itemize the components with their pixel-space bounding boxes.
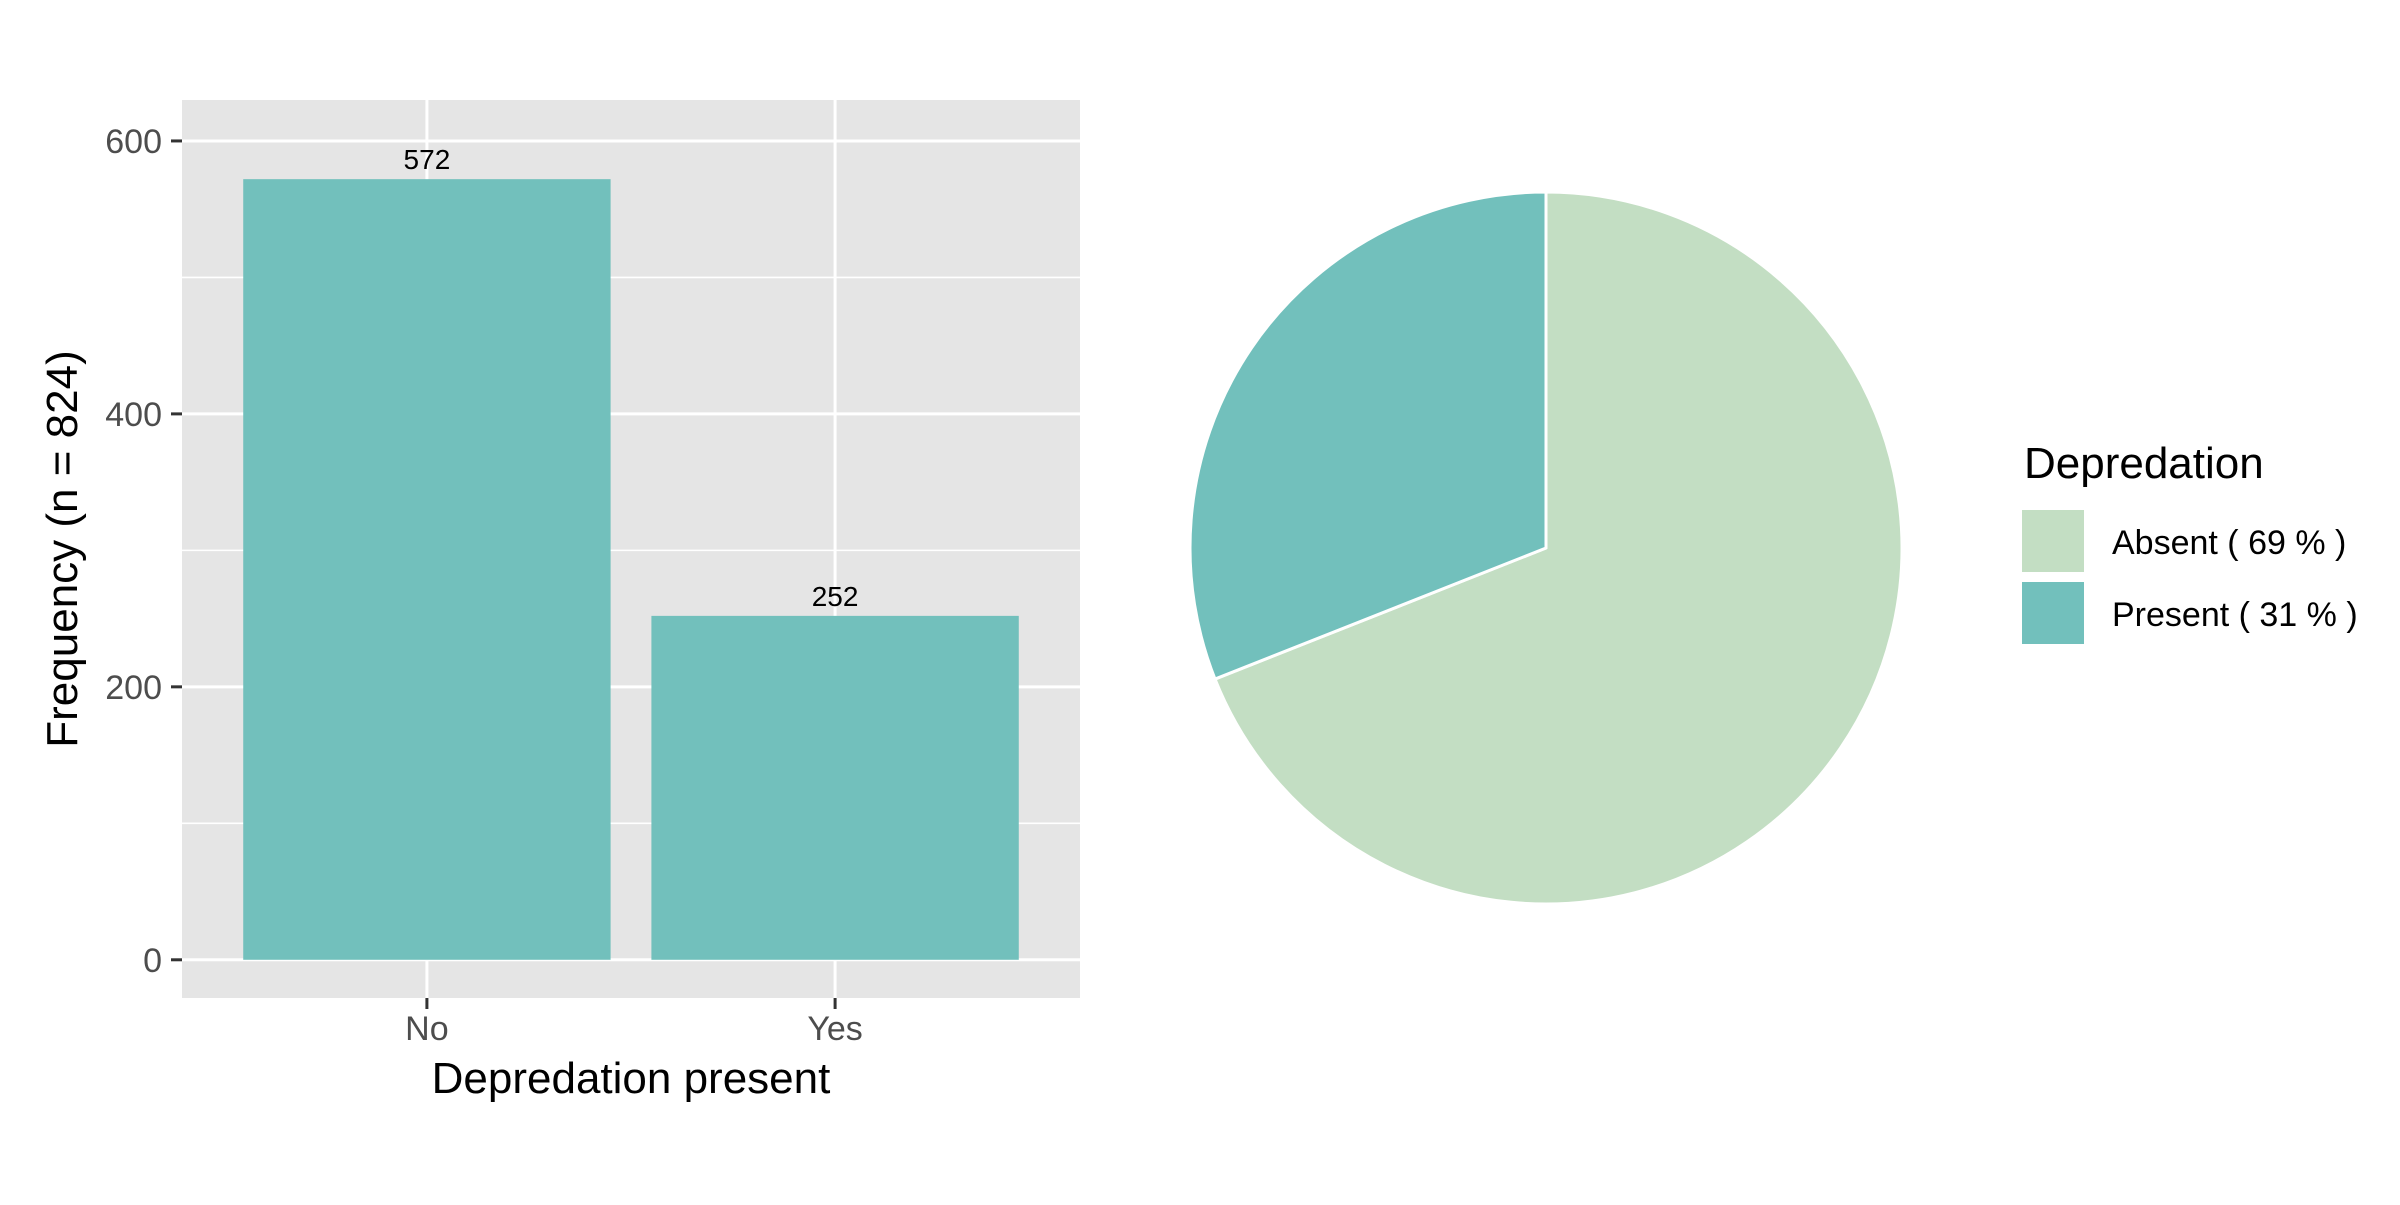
legend-label: Present ( 31 % ): [2112, 596, 2358, 634]
bar-chart: 572 252 0 200 400 600 No Yes Depredation pres…: [38, 100, 1080, 1103]
legend-swatch: [2022, 510, 2084, 572]
pie-slices: [1188, 190, 1904, 906]
bar: [651, 615, 1019, 960]
legend-label: Absent ( 69 % ): [2112, 524, 2346, 562]
pie-legend: Depredation Absent ( 69 % ) Present ( 31 …: [2022, 439, 2358, 644]
pie-slice: [1188, 190, 1548, 681]
bar-x-axis: No Yes: [405, 998, 863, 1048]
y-tick-label: 600: [105, 123, 162, 161]
x-tick-label: Yes: [807, 1010, 862, 1048]
bar-series: [243, 179, 1019, 960]
bar-data-label: 572: [404, 144, 451, 175]
legend-items: Absent ( 69 % ) Present ( 31 % ): [2022, 510, 2358, 644]
pie-chart: [1188, 190, 1904, 906]
bar-data-label: 252: [812, 581, 859, 612]
y-tick-label: 200: [105, 669, 162, 707]
bar-y-axis-title: Frequency (n = 824): [38, 350, 87, 747]
legend-title: Depredation: [2024, 439, 2264, 488]
y-tick-label: 0: [143, 942, 162, 980]
y-tick-label: 400: [105, 396, 162, 434]
bar-data-labels: 572 252: [404, 144, 859, 612]
x-tick-label: No: [405, 1010, 448, 1048]
legend-swatch: [2022, 582, 2084, 644]
bar: [243, 179, 611, 960]
bar-y-axis: 0 200 400 600: [105, 123, 182, 980]
pie-slice: [1213, 190, 1904, 906]
bar-x-axis-title: Depredation present: [432, 1054, 831, 1103]
